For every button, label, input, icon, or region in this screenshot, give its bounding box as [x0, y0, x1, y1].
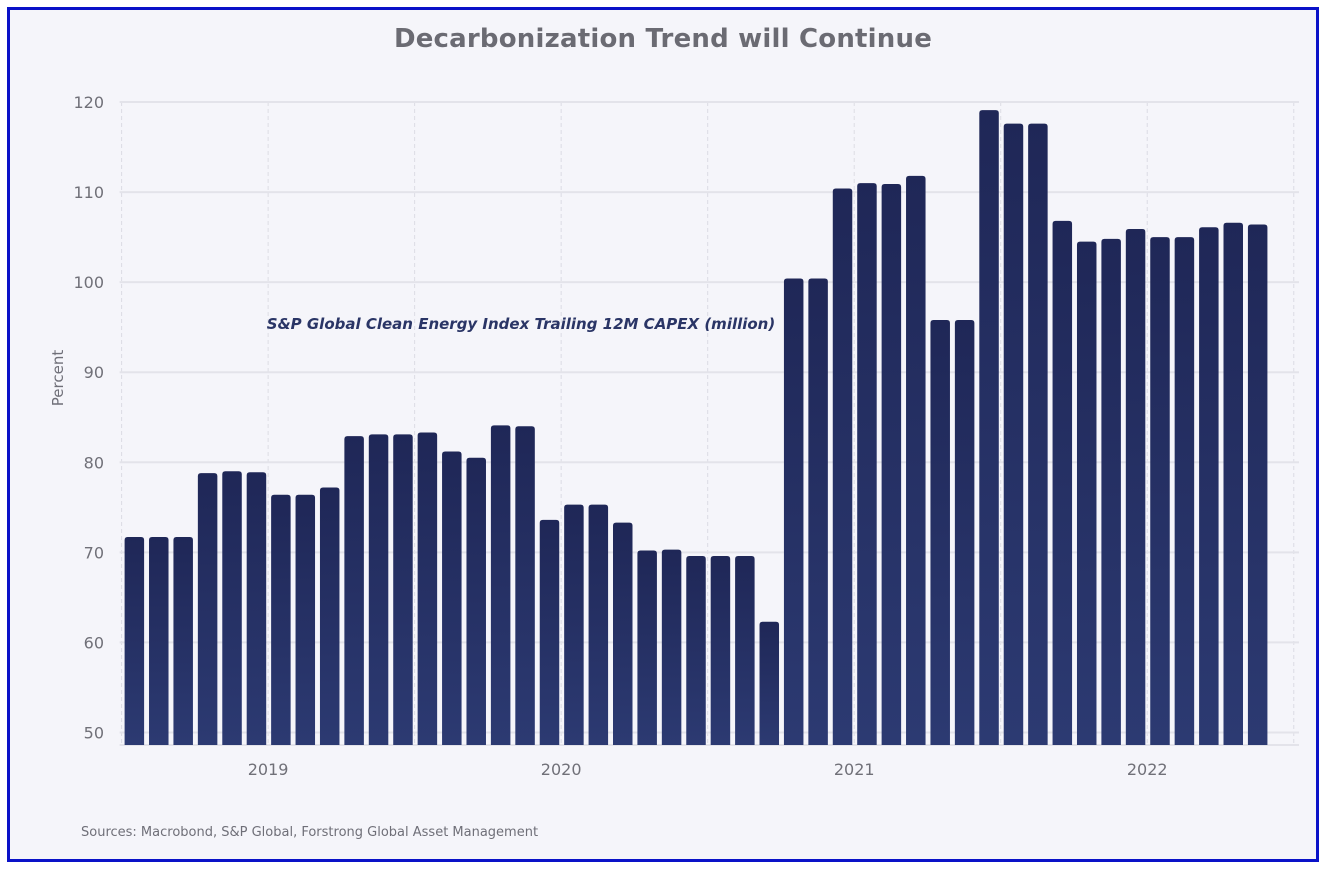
- bar: [1150, 237, 1170, 745]
- bar: [564, 504, 584, 745]
- x-tick-label: 2020: [541, 760, 582, 779]
- y-tick-label: 50: [84, 724, 104, 743]
- bar: [637, 550, 657, 745]
- y-axis-ticks: 50 60 70 80 90 100 110 120: [73, 93, 104, 743]
- bar: [368, 434, 389, 745]
- bar: [124, 537, 145, 745]
- bar: [271, 494, 291, 745]
- chart-frame: Decarbonization Trend will Continue 50 60…: [7, 7, 1319, 862]
- bar: [466, 457, 486, 745]
- bar: [1101, 238, 1121, 745]
- bar: [1028, 123, 1048, 746]
- y-tick-label: 120: [73, 93, 104, 112]
- bar: [295, 494, 316, 745]
- bar: [979, 110, 999, 745]
- y-tick-label: 60: [84, 633, 104, 652]
- bar: [1223, 222, 1243, 746]
- bar: [783, 278, 804, 745]
- bar: [1174, 237, 1195, 745]
- bar: [808, 278, 828, 745]
- y-tick-label: 90: [84, 363, 104, 382]
- bar: [319, 487, 340, 745]
- bar: [588, 504, 609, 745]
- bar: [857, 183, 877, 746]
- x-tick-label: 2021: [834, 760, 875, 779]
- chart-title: Decarbonization Trend will Continue: [393, 24, 933, 54]
- bar: [1125, 229, 1146, 745]
- bar: [1076, 241, 1097, 745]
- bar: [759, 621, 780, 745]
- vertical-gridlines: [121, 102, 1295, 745]
- y-tick-label: 80: [84, 453, 104, 472]
- bar: [197, 473, 218, 745]
- bar: [539, 519, 560, 745]
- bar: [222, 471, 242, 745]
- x-axis-ticks: 2019 2020 2021 2022: [248, 760, 1168, 779]
- bar: [954, 319, 975, 745]
- bar: [906, 175, 926, 745]
- sources-note: Sources: Macrobond, S&P Global, Forstron…: [81, 825, 539, 840]
- series-annotation: S&P Global Clean Energy Index Trailing 1…: [267, 315, 775, 333]
- bar: [490, 425, 511, 745]
- bar: [173, 537, 193, 745]
- bar: [881, 183, 902, 746]
- bars: [124, 110, 1268, 746]
- bar: [515, 426, 535, 745]
- bar: [735, 555, 755, 745]
- bar: [1052, 220, 1073, 745]
- bar: [613, 522, 633, 745]
- bar: [246, 472, 267, 745]
- bar: [1003, 123, 1024, 746]
- bar: [686, 555, 706, 745]
- bar: [1247, 224, 1268, 746]
- y-tick-label: 100: [73, 273, 104, 292]
- bar-chart: 50 60 70 80 90 100 110 120 2019 2020 2021 2022 Per…: [49, 93, 1299, 779]
- bar: [442, 451, 462, 745]
- bar: [832, 188, 853, 745]
- bar: [930, 319, 950, 745]
- bar: [661, 549, 682, 745]
- bar: [710, 555, 731, 745]
- y-tick-label: 110: [73, 183, 104, 202]
- bar: [393, 434, 413, 745]
- y-axis-label: Percent: [49, 350, 67, 407]
- bar: [1199, 227, 1219, 745]
- x-tick-label: 2019: [248, 760, 289, 779]
- y-tick-label: 70: [84, 543, 104, 562]
- bar: [417, 432, 438, 745]
- bar: [149, 537, 169, 745]
- bar: [344, 436, 364, 745]
- x-tick-label: 2022: [1127, 760, 1168, 779]
